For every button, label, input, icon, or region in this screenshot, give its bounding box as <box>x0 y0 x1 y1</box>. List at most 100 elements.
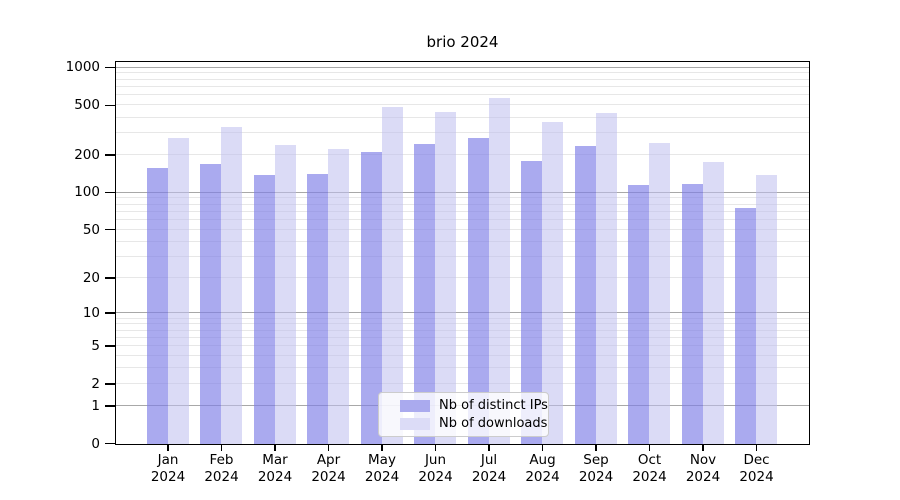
minor-gridline <box>116 329 809 331</box>
minor-gridline <box>116 104 809 106</box>
y-tick-mark <box>105 312 115 314</box>
bar-downloads <box>488 98 510 444</box>
y-tick-label: 5 <box>91 338 100 355</box>
x-tick-mark <box>648 445 651 451</box>
legend-swatch-distinct-ips <box>400 399 430 412</box>
bar-distinct-ips <box>735 208 757 444</box>
minor-gridline <box>116 78 809 80</box>
y-tick-label: 1 <box>91 397 100 414</box>
x-tick-label: May 2024 <box>364 452 400 485</box>
x-tick-mark <box>167 445 169 451</box>
legend-item-distinct-ips: Nb of distinct IPs <box>400 398 548 413</box>
x-tick-label: Nov 2024 <box>685 452 721 485</box>
bar-downloads <box>221 126 243 444</box>
bar-distinct-ips <box>628 184 650 444</box>
y-tick-label: 500 <box>74 97 100 114</box>
x-tick-label: Jun 2024 <box>418 452 453 485</box>
legend-label-distinct-ips: Nb of distinct IPs <box>439 398 548 413</box>
minor-gridline <box>116 277 809 279</box>
bar-distinct-ips <box>574 146 596 444</box>
x-tick-label: Jan 2024 <box>150 452 186 485</box>
x-tick-mark <box>702 445 704 451</box>
minor-gridline <box>116 255 809 257</box>
y-tick-mark <box>105 345 115 347</box>
bar-distinct-ips <box>360 151 382 444</box>
bar-distinct-ips <box>307 173 329 444</box>
x-tick-mark <box>595 445 597 451</box>
y-tick-label: 200 <box>74 146 100 163</box>
plot-area <box>115 61 810 445</box>
chart-title: brio 2024 <box>426 33 499 51</box>
x-tick-mark <box>381 445 383 451</box>
y-tick-mark <box>105 443 115 445</box>
x-tick-mark <box>274 445 276 451</box>
x-tick-mark <box>327 445 330 451</box>
minor-gridline <box>116 240 809 242</box>
major-gridline <box>116 191 809 193</box>
x-tick-label: Mar 2024 <box>257 452 293 485</box>
minor-gridline <box>116 323 809 325</box>
x-tick-mark <box>434 445 437 451</box>
legend-item-downloads: Nb of downloads <box>400 416 548 431</box>
y-tick-mark <box>105 383 115 385</box>
y-tick-label: 1000 <box>65 59 100 76</box>
y-tick-mark <box>105 154 115 156</box>
major-gridline <box>116 66 809 68</box>
x-tick-label: Sep 2024 <box>578 452 614 485</box>
x-tick-label: Feb 2024 <box>204 452 239 485</box>
minor-gridline <box>116 210 809 212</box>
y-tick-mark <box>105 191 115 194</box>
bar-distinct-ips <box>146 168 168 444</box>
minor-gridline <box>116 355 809 357</box>
minor-gridline <box>116 367 809 369</box>
x-tick-mark <box>755 445 758 451</box>
minor-gridline <box>116 203 809 205</box>
x-tick-label: Aug 2024 <box>525 452 560 485</box>
bar-distinct-ips <box>467 137 489 444</box>
y-tick-label: 10 <box>82 305 100 322</box>
bar-downloads <box>167 137 189 444</box>
y-tick-mark <box>105 66 115 69</box>
major-gridline <box>116 312 809 314</box>
y-tick-mark <box>105 228 115 231</box>
bar-downloads <box>274 145 296 444</box>
bar-downloads <box>328 149 350 444</box>
bar-distinct-ips <box>200 163 222 444</box>
minor-gridline <box>116 197 809 199</box>
bar-distinct-ips <box>681 183 703 444</box>
y-tick-mark <box>105 405 115 407</box>
y-tick-label: 2 <box>91 375 100 392</box>
minor-gridline <box>116 228 809 230</box>
bar-downloads <box>542 121 564 444</box>
minor-gridline <box>116 219 809 221</box>
minor-gridline <box>116 116 809 118</box>
bar-downloads <box>435 111 457 444</box>
minor-gridline <box>116 345 809 347</box>
bar-distinct-ips <box>521 161 543 444</box>
bar-distinct-ips <box>414 143 436 444</box>
minor-gridline <box>116 383 809 385</box>
x-tick-mark <box>488 445 490 451</box>
bar-downloads <box>649 143 671 444</box>
x-tick-mark <box>541 445 544 451</box>
x-tick-label: Apr 2024 <box>311 452 346 485</box>
bar-downloads <box>702 161 724 444</box>
x-tick-label: Dec 2024 <box>739 452 774 485</box>
bar-distinct-ips <box>253 175 275 444</box>
x-tick-label: Jul 2024 <box>471 452 507 485</box>
y-tick-label: 20 <box>82 269 100 286</box>
bar-downloads <box>381 107 403 444</box>
minor-gridline <box>116 94 809 96</box>
bar-downloads <box>756 174 778 444</box>
x-tick-mark <box>220 445 223 451</box>
y-tick-mark <box>105 104 115 106</box>
legend-label-downloads: Nb of downloads <box>439 416 548 431</box>
minor-gridline <box>116 132 809 134</box>
minor-gridline <box>116 86 809 88</box>
bar-downloads <box>595 112 617 444</box>
minor-gridline <box>116 72 809 74</box>
y-tick-label: 0 <box>91 435 100 452</box>
y-tick-mark <box>105 277 115 279</box>
legend-swatch-downloads <box>400 417 430 430</box>
